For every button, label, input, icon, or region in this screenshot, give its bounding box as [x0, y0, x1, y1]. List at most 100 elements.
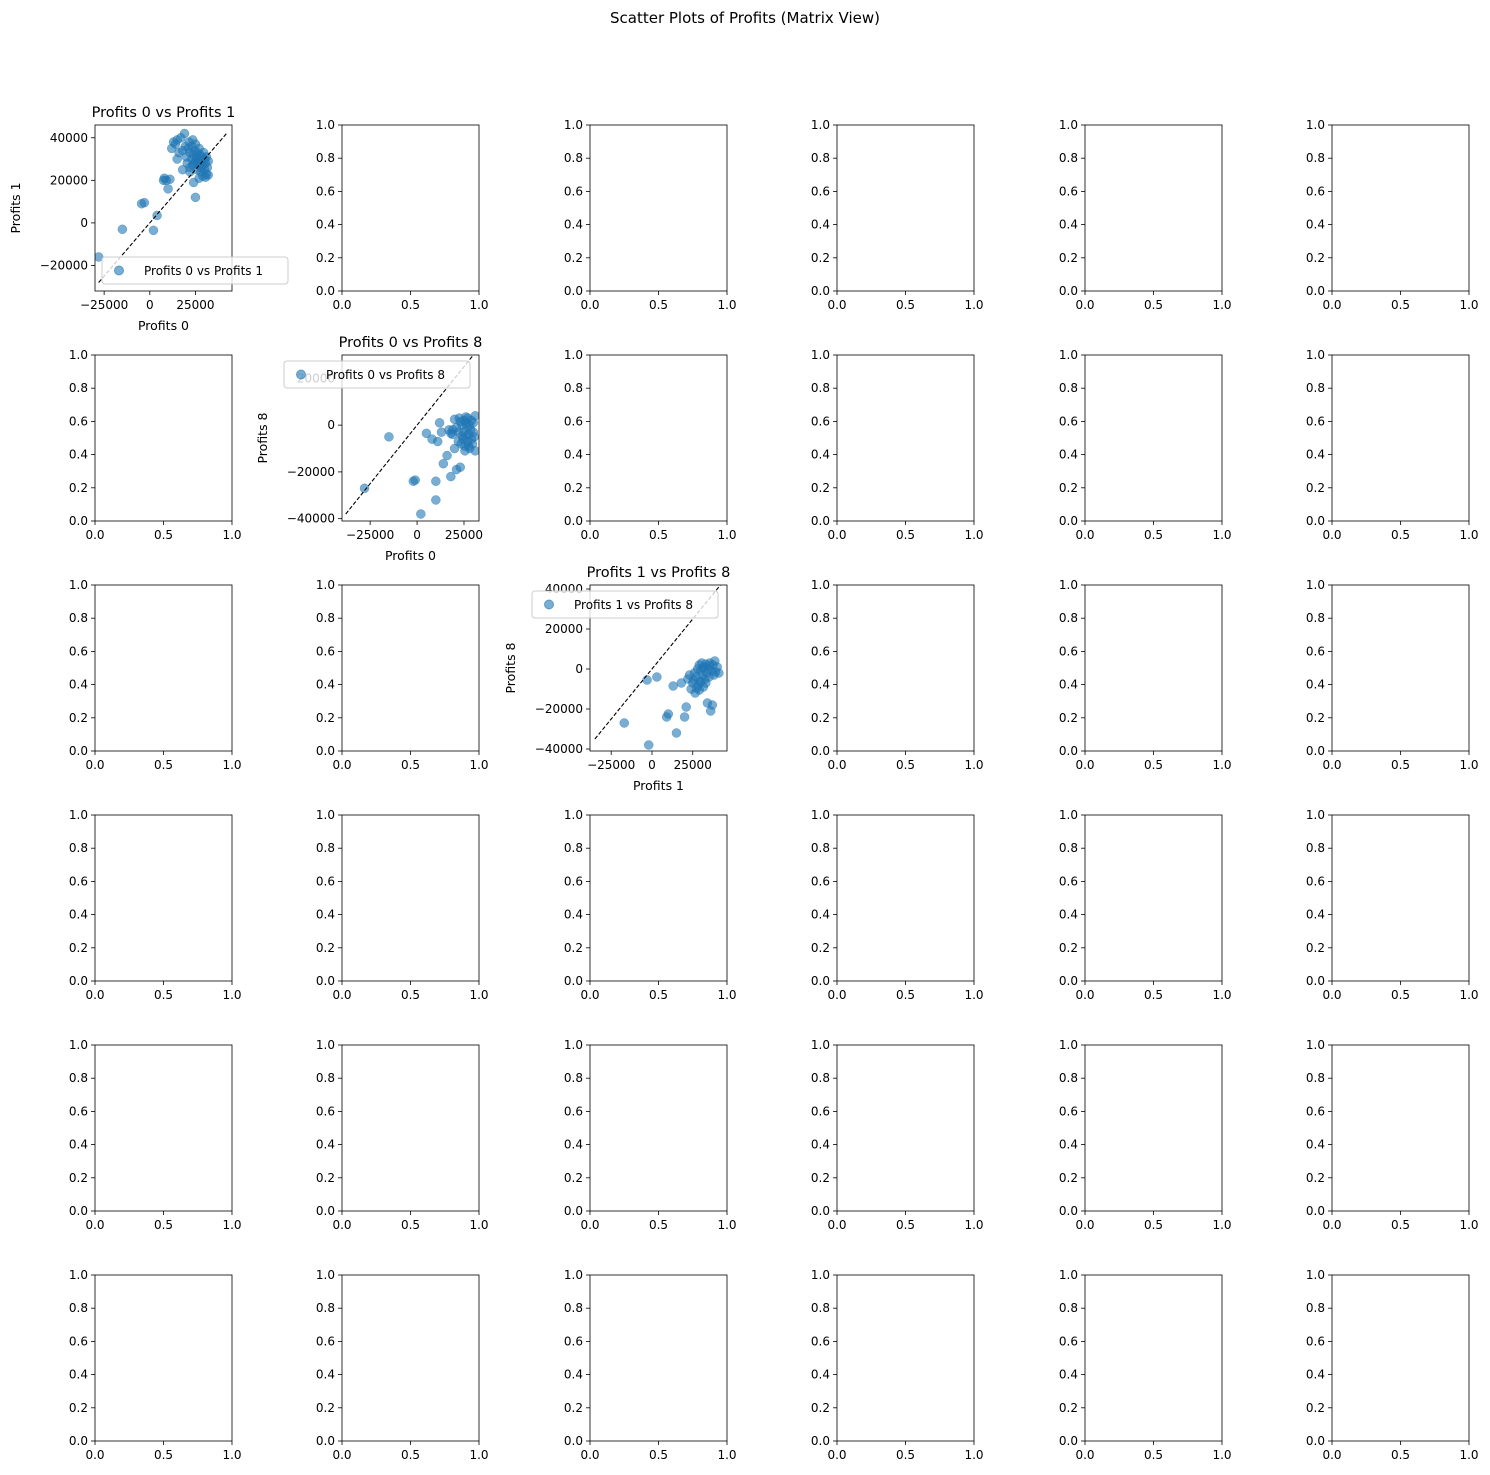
y-tick-label: 0.2 — [811, 711, 830, 725]
x-tick-label: 0.5 — [896, 1218, 915, 1232]
y-tick-label: 0.8 — [69, 611, 88, 625]
x-axis-label: Profits 1 — [633, 778, 684, 793]
y-tick-label: 0.2 — [316, 251, 335, 265]
y-tick-label: 0.4 — [811, 1138, 830, 1152]
y-tick-label: 0.4 — [316, 218, 335, 232]
scatter-series — [95, 128, 227, 283]
x-tick-label: 1.0 — [717, 988, 736, 1002]
y-tick-label: 0.8 — [564, 1071, 583, 1085]
y-tick-label: 0.6 — [69, 874, 88, 888]
y-tick-label: 0.2 — [564, 481, 583, 495]
axes-frame — [836, 814, 975, 982]
scatter-point — [431, 495, 441, 505]
x-tick-label: 0.0 — [580, 1448, 599, 1462]
y-tick-label: 0.0 — [1306, 744, 1325, 758]
y-tick-label: 0.0 — [1059, 1434, 1078, 1448]
subplot-r4-c2: 0.0 0.5 1.0 0.0 0.2 0.4 0.6 0.8 1.0 — [564, 1038, 737, 1232]
y-tick-label: 0.6 — [811, 414, 830, 428]
y-tick-label: 0.8 — [811, 1071, 830, 1085]
scatter-point — [179, 128, 190, 139]
scatter-point — [442, 450, 452, 461]
scatter-point — [694, 685, 705, 695]
y-tick-label: 0.8 — [564, 381, 583, 395]
y-tick-label: 0.0 — [69, 974, 88, 988]
legend-marker — [114, 265, 124, 276]
x-tick-label: 0.0 — [827, 528, 846, 542]
scatter-point — [457, 430, 467, 441]
axes-frame — [1331, 584, 1470, 752]
y-tick-label: 0.8 — [316, 611, 335, 625]
y-tick-label: 0.8 — [811, 151, 830, 165]
scatter-point — [663, 709, 674, 719]
subplot-r0-c1: 0.0 0.5 1.0 0.0 0.2 0.4 0.6 0.8 1.0 — [316, 118, 489, 312]
y-tick-label: 0.4 — [811, 218, 830, 232]
y-tick-label: 0.2 — [1059, 1171, 1078, 1185]
scatter-point — [470, 446, 479, 456]
x-tick-label: 0.0 — [580, 1218, 599, 1232]
axes-frame — [836, 354, 975, 522]
axes-frame — [341, 1044, 480, 1212]
x-tick-label: 0.5 — [1144, 988, 1163, 1002]
subplot-r3-c5: 0.0 0.5 1.0 0.0 0.2 0.4 0.6 0.8 1.0 — [1306, 808, 1479, 1002]
subplot-r4-c5: 0.0 0.5 1.0 0.0 0.2 0.4 0.6 0.8 1.0 — [1306, 1038, 1479, 1232]
axes-frame — [1084, 354, 1223, 522]
y-tick-label: 0.6 — [1059, 184, 1078, 198]
y-tick-label: 1.0 — [811, 808, 830, 822]
x-tick-label: 0.5 — [896, 298, 915, 312]
x-tick-label: 0.0 — [827, 758, 846, 772]
axes-frame — [94, 354, 233, 522]
y-tick-label: 0.0 — [69, 1204, 88, 1218]
y-tick-label: 0.0 — [564, 284, 583, 298]
x-tick-label: 1.0 — [1459, 758, 1478, 772]
y-tick-label: 1.0 — [564, 1268, 583, 1282]
x-tick-label: 0.0 — [1075, 988, 1094, 1002]
y-tick-label: 0.6 — [1059, 1104, 1078, 1118]
y-tick-label: 0.8 — [316, 1301, 335, 1315]
x-tick-label: 1.0 — [717, 1218, 736, 1232]
y-tick-label: 1.0 — [1059, 1268, 1078, 1282]
y-tick-label: 0.8 — [1306, 381, 1325, 395]
legend-marker — [544, 599, 554, 610]
y-tick-label: 0.8 — [1059, 611, 1078, 625]
y-axis-label: Profits 8 — [503, 642, 518, 693]
subplot-r5-c0: 0.0 0.5 1.0 0.0 0.2 0.4 0.6 0.8 1.0 — [69, 1268, 242, 1462]
axes-frame — [1084, 1274, 1223, 1442]
x-tick-label: 0.0 — [580, 298, 599, 312]
scatter-point — [642, 675, 652, 685]
x-tick-label: 0.5 — [1391, 758, 1410, 772]
x-tick-label: 0.0 — [1075, 758, 1094, 772]
x-tick-label: 0.0 — [827, 298, 846, 312]
figure-suptitle: Scatter Plots of Profits (Matrix View) — [610, 9, 880, 27]
x-tick-label: 1.0 — [717, 528, 736, 542]
x-tick-label: 0.0 — [332, 1448, 351, 1462]
subplot-r1-c0: 0.0 0.5 1.0 0.0 0.2 0.4 0.6 0.8 1.0 — [69, 348, 242, 542]
y-tick-label: 0.8 — [69, 1071, 88, 1085]
x-tick-label: 1.0 — [1212, 758, 1231, 772]
y-tick-label: 0.0 — [811, 744, 830, 758]
y-tick-label: 0.4 — [1306, 678, 1325, 692]
y-tick-label: 0.6 — [1059, 874, 1078, 888]
y-tick-label: 0.8 — [1059, 381, 1078, 395]
axes-frame — [1084, 124, 1223, 292]
y-tick-label: 0.0 — [1306, 514, 1325, 528]
x-tick-label: 0.0 — [332, 1218, 351, 1232]
y-tick-label: 0.4 — [1059, 448, 1078, 462]
y-tick-label: 0.2 — [1306, 251, 1325, 265]
subplot-r0-c5: 0.0 0.5 1.0 0.0 0.2 0.4 0.6 0.8 1.0 — [1306, 118, 1479, 312]
subplot-r5-c2: 0.0 0.5 1.0 0.0 0.2 0.4 0.6 0.8 1.0 — [564, 1268, 737, 1462]
scatter-point — [421, 428, 432, 439]
y-tick-label: 1.0 — [1059, 348, 1078, 362]
scatter-point — [446, 471, 456, 482]
y-tick-label: 0.0 — [564, 514, 583, 528]
axes-frame — [589, 1274, 728, 1442]
y-tick-label: 0.6 — [69, 644, 88, 658]
scatter-point — [701, 678, 711, 688]
axes-frame — [1331, 124, 1470, 292]
y-tick-label: 0.0 — [69, 744, 88, 758]
x-tick-label: 25000 — [674, 758, 712, 772]
y-tick-label: 0.6 — [1306, 414, 1325, 428]
y-tick-label: 0.2 — [811, 481, 830, 495]
x-tick-label: 25000 — [176, 298, 214, 312]
y-tick-label: 0.6 — [811, 184, 830, 198]
x-tick-label: 0.5 — [1144, 528, 1163, 542]
